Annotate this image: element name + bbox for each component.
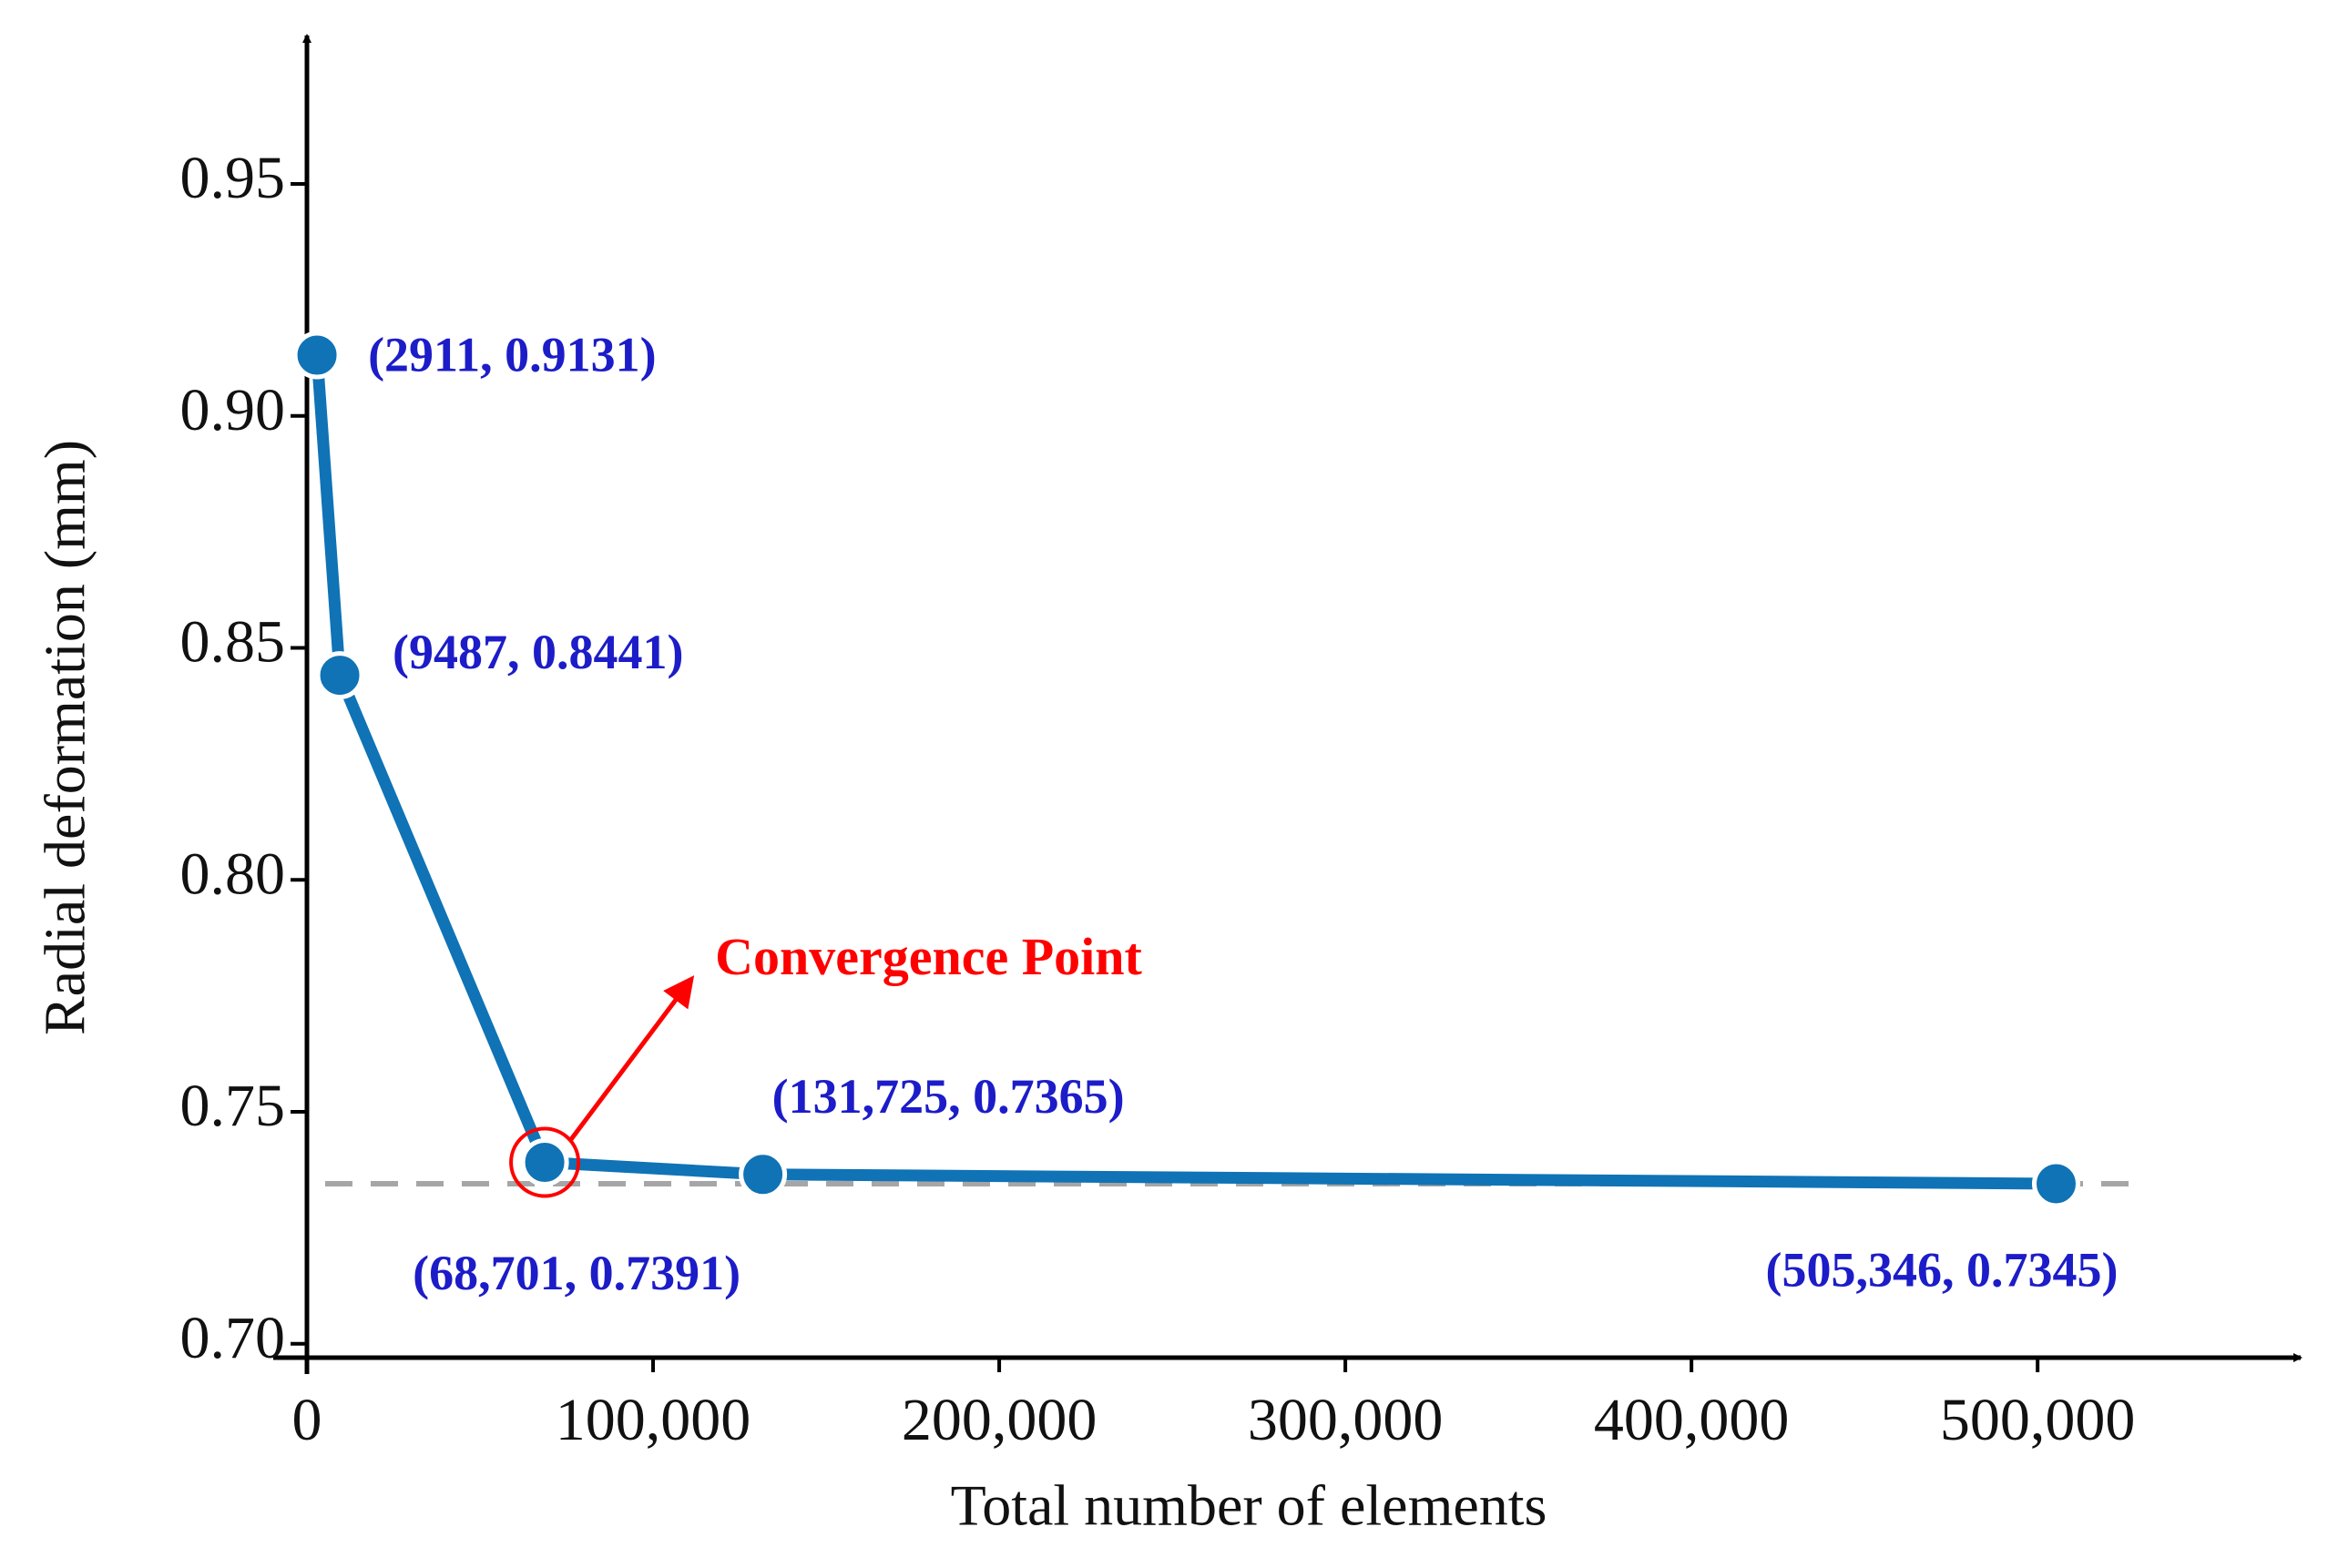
- x-tick-label: 0: [292, 1387, 322, 1453]
- data-label: (68,701, 0.7391): [413, 1246, 740, 1300]
- x-tick-label: 500,000: [1940, 1387, 2136, 1453]
- y-tick-label: 0.80: [180, 840, 286, 907]
- y-tick-label: 0.70: [180, 1305, 286, 1371]
- data-label: (131,725, 0.7365): [772, 1069, 1125, 1124]
- annotation-arrow: [568, 975, 695, 1143]
- x-tick-label: 400,000: [1594, 1387, 1790, 1453]
- y-axis-title: Radial deformation (mm): [33, 440, 97, 1035]
- data-point: [739, 1150, 788, 1199]
- data-label: (505,346, 0.7345): [1766, 1242, 2119, 1297]
- data-point: [315, 651, 364, 700]
- y-tick-label: 0.75: [180, 1073, 286, 1139]
- x-tick-label: 300,000: [1248, 1387, 1444, 1453]
- x-tick-label: 200,000: [902, 1387, 1098, 1453]
- convergence-circle: [509, 1126, 581, 1198]
- data-line: [311, 354, 2057, 1190]
- data-label: (2911, 0.9131): [368, 327, 657, 382]
- y-tick-label: 0.95: [180, 145, 286, 211]
- data-label: (9487, 0.8441): [393, 625, 683, 679]
- y-tick-label: 0.90: [180, 377, 286, 443]
- annotation-text: Convergence Point: [715, 927, 1142, 986]
- data-point: [520, 1138, 569, 1187]
- data-point: [292, 331, 342, 380]
- data-point: [2031, 1159, 2080, 1208]
- y-tick-label: 0.85: [180, 609, 286, 676]
- x-tick-label: 100,000: [556, 1387, 751, 1453]
- x-axis-title: Total number of elements: [951, 1473, 1547, 1538]
